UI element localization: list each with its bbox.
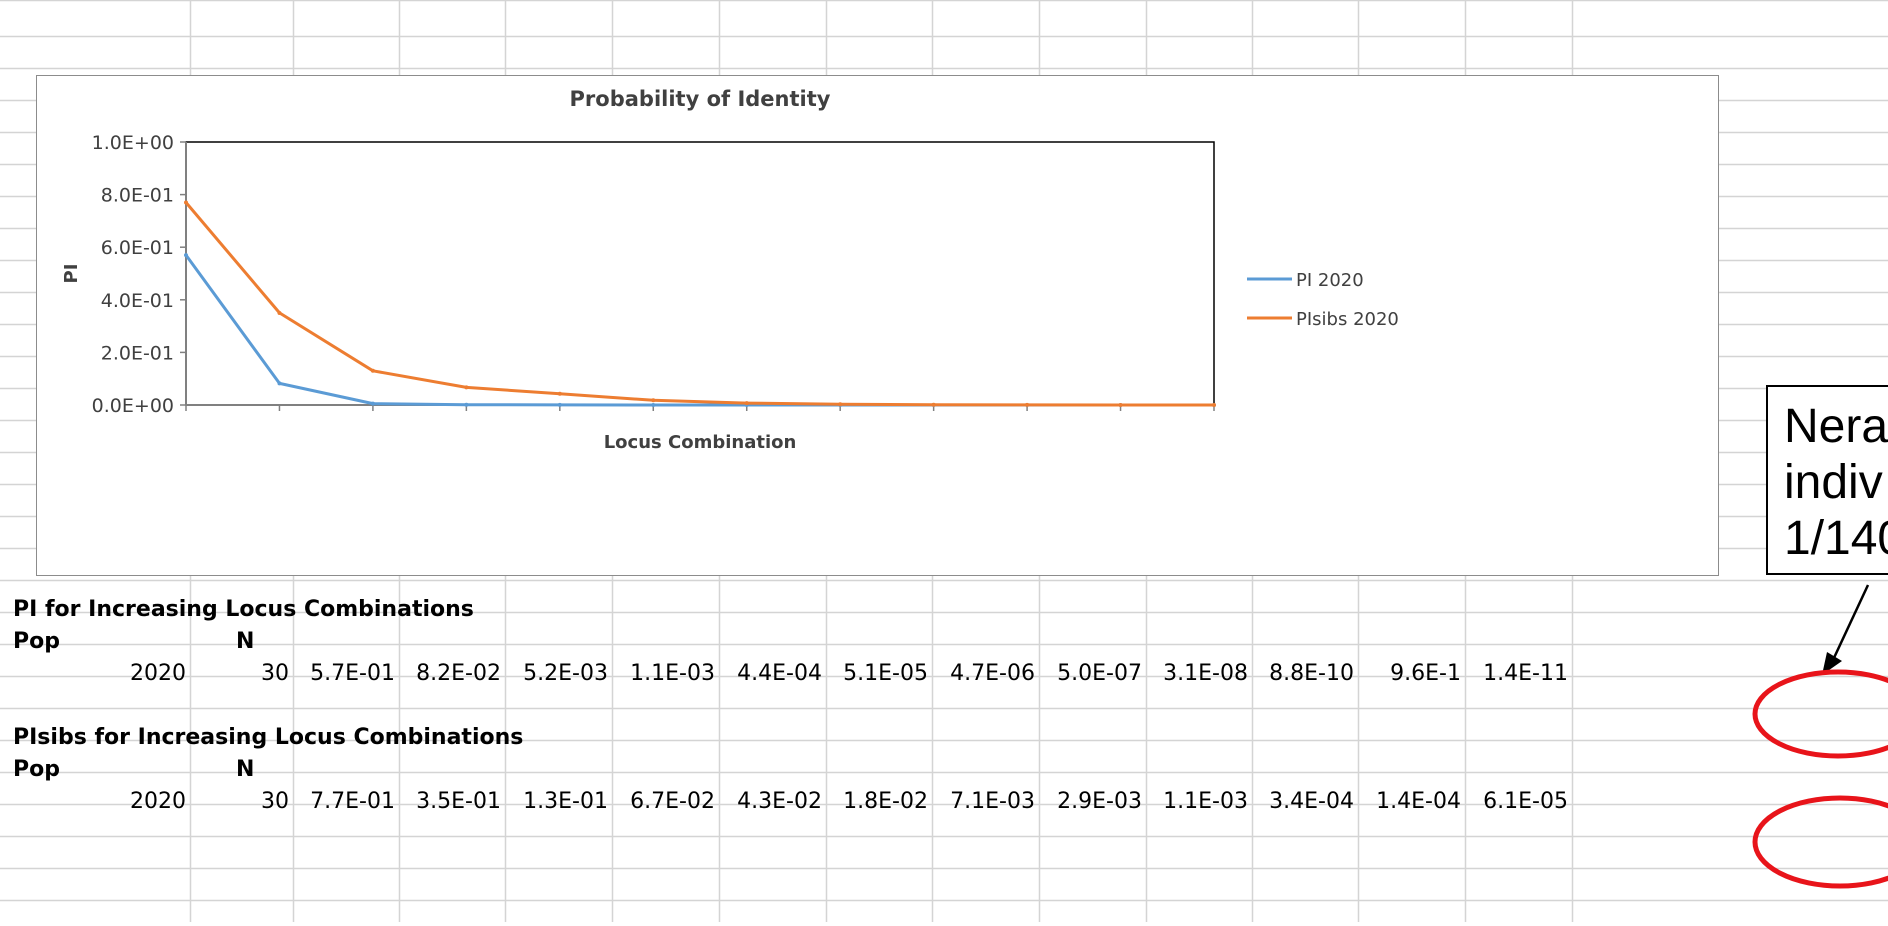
pi-heading-cell[interactable]: PI for Increasing Locus Combinations <box>13 597 474 622</box>
pisibs-value-cell[interactable]: 7.1E-03 <box>950 789 1035 814</box>
pi-value-cell[interactable]: 9.6E-1 <box>1390 661 1461 686</box>
pi-value-cell[interactable]: 5.7E-01 <box>310 661 395 686</box>
legend-label-2: PIsibs 2020 <box>1296 309 1399 330</box>
data-point <box>277 310 282 315</box>
data-point <box>557 391 562 396</box>
data-point <box>931 402 936 407</box>
pi-n-label-cell[interactable]: N <box>236 629 255 654</box>
y-tick-label: 0.0E+00 <box>92 395 174 417</box>
callout-line-3: 1/140 <box>1784 512 1888 565</box>
y-tick-label: 2.0E-01 <box>101 342 174 364</box>
pi-value-cell[interactable]: 5.0E-07 <box>1057 661 1142 686</box>
pi-value-cell[interactable]: 4.4E-04 <box>737 661 822 686</box>
pisibs-value-cell[interactable]: 3.4E-04 <box>1269 789 1354 814</box>
pi-value-cell[interactable]: 2020 <box>130 661 186 686</box>
data-point <box>277 381 282 386</box>
y-tick-label: 6.0E-01 <box>101 237 174 259</box>
series-line-2 <box>184 201 1214 407</box>
pisibs-value-cell[interactable]: 30 <box>261 789 289 814</box>
pisibs-value-cell[interactable]: 1.8E-02 <box>843 789 928 814</box>
pi-value-cell[interactable]: 5.1E-05 <box>843 661 928 686</box>
callout-line-1: Nera <box>1784 400 1888 453</box>
pi-pop-label-cell[interactable]: Pop <box>13 629 60 654</box>
callout-textbox[interactable]: Nera indiv 1/140 <box>1766 385 1888 575</box>
pisibs-value-cell[interactable]: 1.4E-04 <box>1376 789 1461 814</box>
data-point <box>557 402 562 407</box>
data-point <box>1212 402 1216 407</box>
pi-value-cell[interactable]: 8.8E-10 <box>1269 661 1354 686</box>
series-line-1 <box>184 254 1214 407</box>
plot-area <box>185 141 1215 406</box>
pisibs-value-cell[interactable]: 2.9E-03 <box>1057 789 1142 814</box>
data-point <box>184 200 188 205</box>
legend-label-1: PI 2020 <box>1296 270 1364 291</box>
pi-value-cell[interactable]: 1.1E-03 <box>630 661 715 686</box>
pisibs-pop-label-cell[interactable]: Pop <box>13 757 60 782</box>
pi-value-cell[interactable]: 8.2E-02 <box>416 661 501 686</box>
pi-value-cell[interactable]: 1.4E-11 <box>1483 661 1568 686</box>
data-point <box>1118 402 1123 407</box>
y-axis-title: PI <box>61 264 82 284</box>
pisibs-heading-cell[interactable]: PIsibs for Increasing Locus Combinations <box>13 725 524 750</box>
data-point <box>370 368 375 373</box>
chart-object[interactable]: Probability of Identity 1.0E+00 8.0E-01 6.0… <box>36 75 1719 576</box>
pi-value-cell[interactable]: 30 <box>261 661 289 686</box>
line-chart: Probability of Identity 1.0E+00 8.0E-01 6.0… <box>61 87 1399 453</box>
y-tick-label: 8.0E-01 <box>101 185 174 207</box>
data-point <box>651 398 656 403</box>
y-tick-label: 1.0E+00 <box>92 132 174 154</box>
pisibs-value-cell[interactable]: 7.7E-01 <box>310 789 395 814</box>
pisibs-value-cell[interactable]: 6.1E-05 <box>1483 789 1568 814</box>
pi-value-cell[interactable]: 5.2E-03 <box>523 661 608 686</box>
data-point <box>651 402 656 407</box>
data-point <box>184 253 188 258</box>
pi-value-cell[interactable]: 4.7E-06 <box>950 661 1035 686</box>
data-point <box>370 401 375 406</box>
callout-line-2: indiv <box>1784 456 1883 509</box>
pisibs-value-cell[interactable]: 2020 <box>130 789 186 814</box>
y-tick-label: 4.0E-01 <box>101 290 174 312</box>
pisibs-value-cell[interactable]: 1.3E-01 <box>523 789 608 814</box>
pisibs-value-cell[interactable]: 4.3E-02 <box>737 789 822 814</box>
data-point <box>464 402 469 407</box>
data-point <box>464 385 469 390</box>
pi-value-cell[interactable]: 3.1E-08 <box>1163 661 1248 686</box>
pisibs-n-label-cell[interactable]: N <box>236 757 255 782</box>
pisibs-value-cell[interactable]: 1.1E-03 <box>1163 789 1248 814</box>
data-point <box>838 402 843 407</box>
data-point <box>1025 402 1030 407</box>
data-point <box>744 401 749 406</box>
chart-title: Probability of Identity <box>570 87 831 111</box>
x-axis-title: Locus Combination <box>604 432 797 453</box>
pisibs-value-cell[interactable]: 3.5E-01 <box>416 789 501 814</box>
pisibs-value-cell[interactable]: 6.7E-02 <box>630 789 715 814</box>
